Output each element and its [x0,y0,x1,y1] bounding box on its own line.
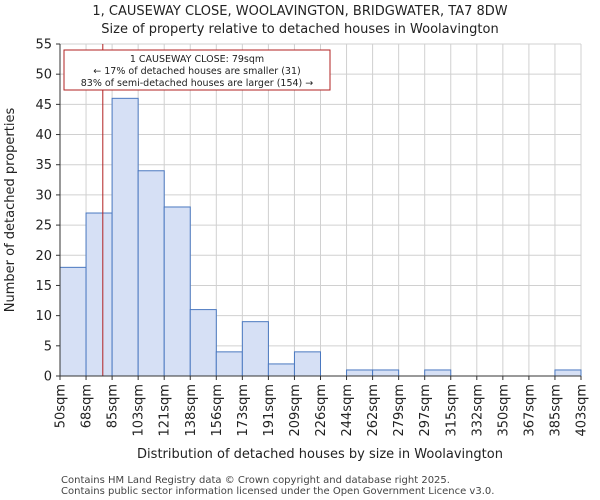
x-tick-label: 103sqm [132,384,147,437]
y-tick-label: 25 [35,219,52,234]
footer-copyright: Contains HM Land Registry data © Crown c… [61,475,450,486]
bar-103sqm [137,170,165,377]
x-tick-label: 385sqm [548,384,563,437]
y-tick-label: 50 [35,68,52,83]
y-tick-label: 45 [35,98,52,113]
bar-85sqm [111,97,139,377]
y-tick-label: 5 [44,339,52,354]
bar-191sqm [267,363,295,377]
x-tick-label: 367sqm [522,384,537,437]
x-tick-label: 403sqm [575,384,590,437]
x-tick-label: 332sqm [470,384,485,437]
x-tick-label: 68sqm [80,384,95,428]
x-tick-label: 226sqm [314,384,329,437]
annotation-line-3: 83% of semi-detached houses are larger (… [81,78,314,89]
bar-50sqm [59,266,87,377]
y-tick-label: 35 [35,158,52,173]
annotation-line-1: 1 CAUSEWAY CLOSE: 79sqm [130,54,264,65]
bar-262sqm [372,369,400,377]
x-tick-label: 209sqm [288,384,303,437]
annotation-box: 1 CAUSEWAY CLOSE: 79sqm ← 17% of detache… [63,49,331,91]
x-tick-label: 262sqm [366,384,381,437]
bar-121sqm [163,206,191,377]
x-axis-label: Distribution of detached houses by size … [137,447,503,462]
x-tick-label: 121sqm [158,384,173,437]
x-tick-label: 350sqm [496,384,511,437]
chart-title: 1, CAUSEWAY CLOSE, WOOLAVINGTON, BRIDGWA… [92,4,508,19]
y-tick-label: 10 [35,309,52,324]
x-tick-label: 156sqm [210,384,225,437]
x-tick-label: 85sqm [106,384,121,428]
bar-138sqm [189,309,217,377]
bar-156sqm [215,351,243,377]
bar-297sqm [424,369,452,377]
x-tick-label: 173sqm [236,384,251,437]
x-tick-label: 297sqm [418,384,433,437]
chart-subtitle: Size of property relative to detached ho… [101,22,499,37]
y-tick-label: 55 [35,38,52,53]
x-tick-label: 191sqm [262,384,277,437]
annotation-line-2: ← 17% of detached houses are smaller (31… [93,66,300,77]
x-tick-label: 50sqm [54,384,69,428]
x-tick-label: 244sqm [340,384,355,437]
footer-licence: Contains public sector information licen… [61,486,495,497]
y-tick-label: 0 [44,370,52,385]
bar-385sqm [554,369,582,377]
bar-209sqm [293,351,322,377]
x-tick-label: 315sqm [444,384,459,437]
y-tick-label: 20 [35,249,52,264]
y-axis-label: Number of detached properties [3,108,18,313]
y-tick-label: 40 [35,128,52,143]
x-tick-label: 138sqm [184,384,199,437]
x-tick-label: 279sqm [392,384,407,437]
bar-173sqm [241,321,269,377]
bar-244sqm [346,369,374,377]
y-tick-label: 30 [35,188,52,203]
y-tick-label: 15 [35,279,52,294]
bar-68sqm [85,212,113,377]
